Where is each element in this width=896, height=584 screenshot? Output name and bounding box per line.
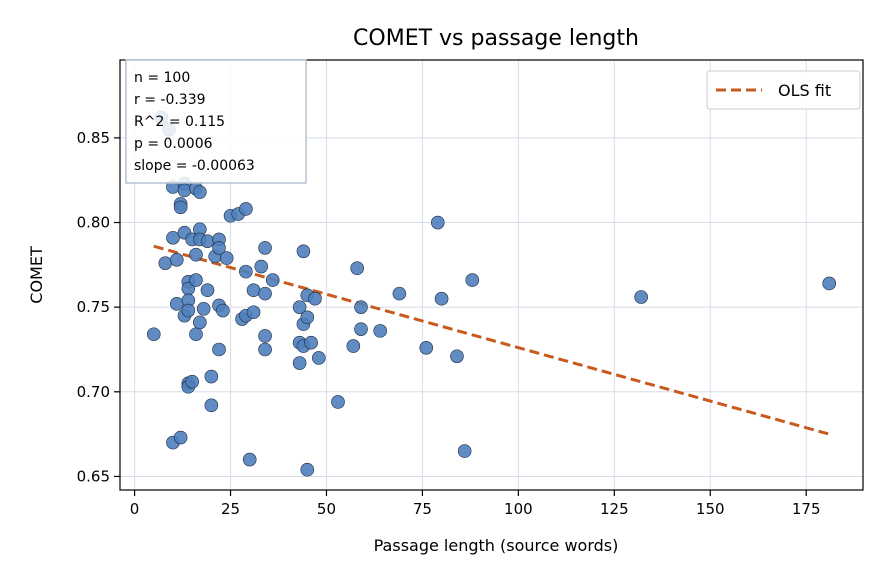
data-point [373, 324, 388, 338]
data-point [204, 369, 219, 384]
y-tick-label: 0.80 [77, 214, 110, 232]
data-point [346, 339, 361, 353]
data-point [204, 398, 219, 413]
data-point [311, 351, 326, 365]
data-point [450, 349, 464, 364]
data-point [258, 286, 272, 301]
data-point [219, 251, 234, 265]
legend: OLS fit [706, 70, 861, 110]
data-point [430, 215, 445, 230]
stats-box-frame [125, 59, 307, 184]
data-point [457, 444, 472, 458]
data-point [146, 327, 161, 342]
x-tick-label: 25 [221, 500, 240, 518]
data-point [193, 185, 207, 199]
data-point [254, 259, 269, 274]
y-tick-label: 0.70 [77, 383, 110, 401]
x-tick-label: 0 [130, 500, 140, 518]
data-point [634, 290, 648, 304]
data-point [300, 310, 315, 325]
stats-line-slope: slope = -0.00063 [134, 158, 255, 174]
x-tick-label: 150 [696, 500, 725, 518]
data-point [177, 183, 192, 198]
ols-fit-line [153, 244, 830, 436]
data-point [193, 315, 207, 330]
data-point [200, 283, 215, 298]
data-point [296, 244, 311, 259]
data-point [292, 300, 307, 314]
legend-frame [706, 70, 861, 110]
data-point [350, 261, 364, 276]
data-point [308, 291, 322, 306]
y-axis-ticks: 0.65 0.70 0.75 0.80 0.85 [77, 129, 120, 485]
chart-title: COMET vs passage length [353, 26, 639, 51]
stats-line-p: p = 0.0006 [134, 136, 213, 152]
data-point [189, 247, 203, 262]
x-tick-label: 125 [600, 500, 629, 518]
data-point [354, 300, 368, 314]
data-point [822, 276, 837, 291]
data-point [200, 234, 215, 248]
x-tick-label: 175 [792, 500, 821, 518]
data-point [239, 202, 253, 216]
y-tick-label: 0.75 [77, 298, 110, 316]
y-tick-label: 0.65 [77, 467, 110, 485]
y-tick-label: 0.85 [77, 129, 110, 147]
data-point [292, 356, 307, 370]
data-point [181, 303, 196, 318]
x-tick-label: 50 [317, 500, 336, 518]
data-point [173, 430, 188, 445]
data-point [212, 241, 226, 255]
stats-line-n: n = 100 [134, 70, 190, 86]
legend-label-ols-fit: OLS fit [778, 81, 831, 100]
data-point [239, 264, 253, 279]
data-point [419, 340, 434, 355]
data-point [169, 252, 184, 267]
x-axis-ticks: 0 25 50 75 100 125 150 175 [130, 490, 821, 518]
data-point [246, 283, 261, 298]
data-point [189, 327, 203, 342]
plot-area-frame [119, 59, 864, 491]
stats-line-r: r = -0.339 [134, 92, 206, 108]
data-point [189, 273, 203, 287]
data-point [246, 305, 261, 320]
data-point [258, 241, 272, 255]
data-point [242, 452, 257, 467]
data-point [392, 286, 407, 301]
data-point [169, 296, 184, 311]
data-point [258, 342, 272, 357]
data-point [265, 273, 280, 287]
data-point [216, 303, 230, 318]
data-point [196, 302, 211, 316]
data-point [304, 335, 318, 350]
data-point [185, 374, 199, 389]
stats-line-r2: R^2 = 0.115 [134, 114, 225, 130]
data-point [331, 395, 345, 409]
data-point [258, 329, 272, 343]
x-tick-label: 100 [504, 500, 533, 518]
data-point [166, 230, 180, 245]
x-tick-label: 75 [413, 500, 432, 518]
data-point [354, 322, 368, 336]
fit-line-layer [153, 244, 830, 436]
y-axis-label: COMET [27, 246, 46, 304]
data-point [212, 342, 226, 357]
data-point [158, 256, 173, 270]
grid [120, 60, 863, 490]
data-point [300, 462, 315, 477]
x-axis-label: Passage length (source words) [374, 536, 619, 555]
stats-box: n = 100 r = -0.339 R^2 = 0.115 p = 0.000… [125, 59, 307, 184]
data-point [173, 200, 188, 215]
data-point [465, 273, 480, 287]
data-point [434, 291, 449, 306]
